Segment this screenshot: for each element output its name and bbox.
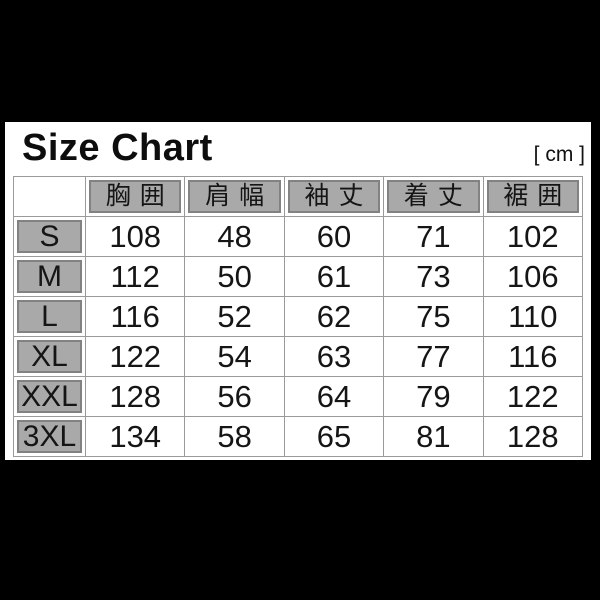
value-cell: 122 [482,376,584,417]
value-cell: 71 [383,216,484,257]
size-label: 3XL [17,420,82,453]
size-label: XL [17,340,82,373]
value-cell: 50 [184,256,285,297]
corner-cell [13,176,86,217]
value-cell: 112 [84,256,186,297]
value-cell: 128 [84,376,186,417]
value-cell: 56 [184,376,285,417]
value-cell: 116 [84,296,186,337]
value-cell: 61 [283,256,385,297]
table-row-m: M 112 50 61 73 106 [13,256,584,297]
value-cell: 75 [383,296,484,337]
value-cell: 116 [482,336,584,377]
value-cell: 62 [283,296,385,337]
value-cell: 110 [482,296,584,337]
table-row-3xl: 3XL 134 58 65 81 128 [13,416,584,457]
value-cell: 108 [84,216,186,257]
value-cell: 77 [383,336,484,377]
value-cell: 134 [84,416,186,457]
size-label: M [17,260,82,293]
table-row-xxl: XXL 128 56 64 79 122 [13,376,584,417]
unit-label: [ cm ] [533,143,585,166]
value-cell: 48 [184,216,285,257]
value-cell: 128 [482,416,584,457]
table-row-xl: XL 122 54 63 77 116 [13,336,584,377]
table-row-s: S 108 48 60 71 102 [13,216,584,257]
column-header-length: 着丈 [387,180,480,213]
size-label: XXL [17,380,82,413]
value-cell: 81 [383,416,484,457]
value-cell: 64 [283,376,385,417]
size-label: L [17,300,82,333]
table-row-l: L 116 52 62 75 110 [13,296,584,337]
value-cell: 60 [283,216,385,257]
size-chart-panel: Size Chart [ cm ] 胸囲 肩幅 袖丈 着丈 裾囲 S 108 4… [5,122,591,460]
column-header-chest: 胸囲 [89,180,182,213]
value-cell: 102 [482,216,584,257]
value-cell: 65 [283,416,385,457]
value-cell: 73 [383,256,484,297]
value-cell: 58 [184,416,285,457]
value-cell: 63 [283,336,385,377]
value-cell: 122 [84,336,186,377]
value-cell: 79 [383,376,484,417]
column-header-shoulder: 肩幅 [188,180,281,213]
size-table: 胸囲 肩幅 袖丈 着丈 裾囲 S 108 48 60 71 102 M 112 [13,176,584,457]
size-label: S [17,220,82,253]
column-header-hem: 裾囲 [486,180,579,213]
header-row: 胸囲 肩幅 袖丈 着丈 裾囲 [13,176,584,217]
column-header-sleeve: 袖丈 [287,180,381,213]
value-cell: 52 [184,296,285,337]
page-title: Size Chart [22,127,213,169]
value-cell: 54 [184,336,285,377]
value-cell: 106 [482,256,584,297]
